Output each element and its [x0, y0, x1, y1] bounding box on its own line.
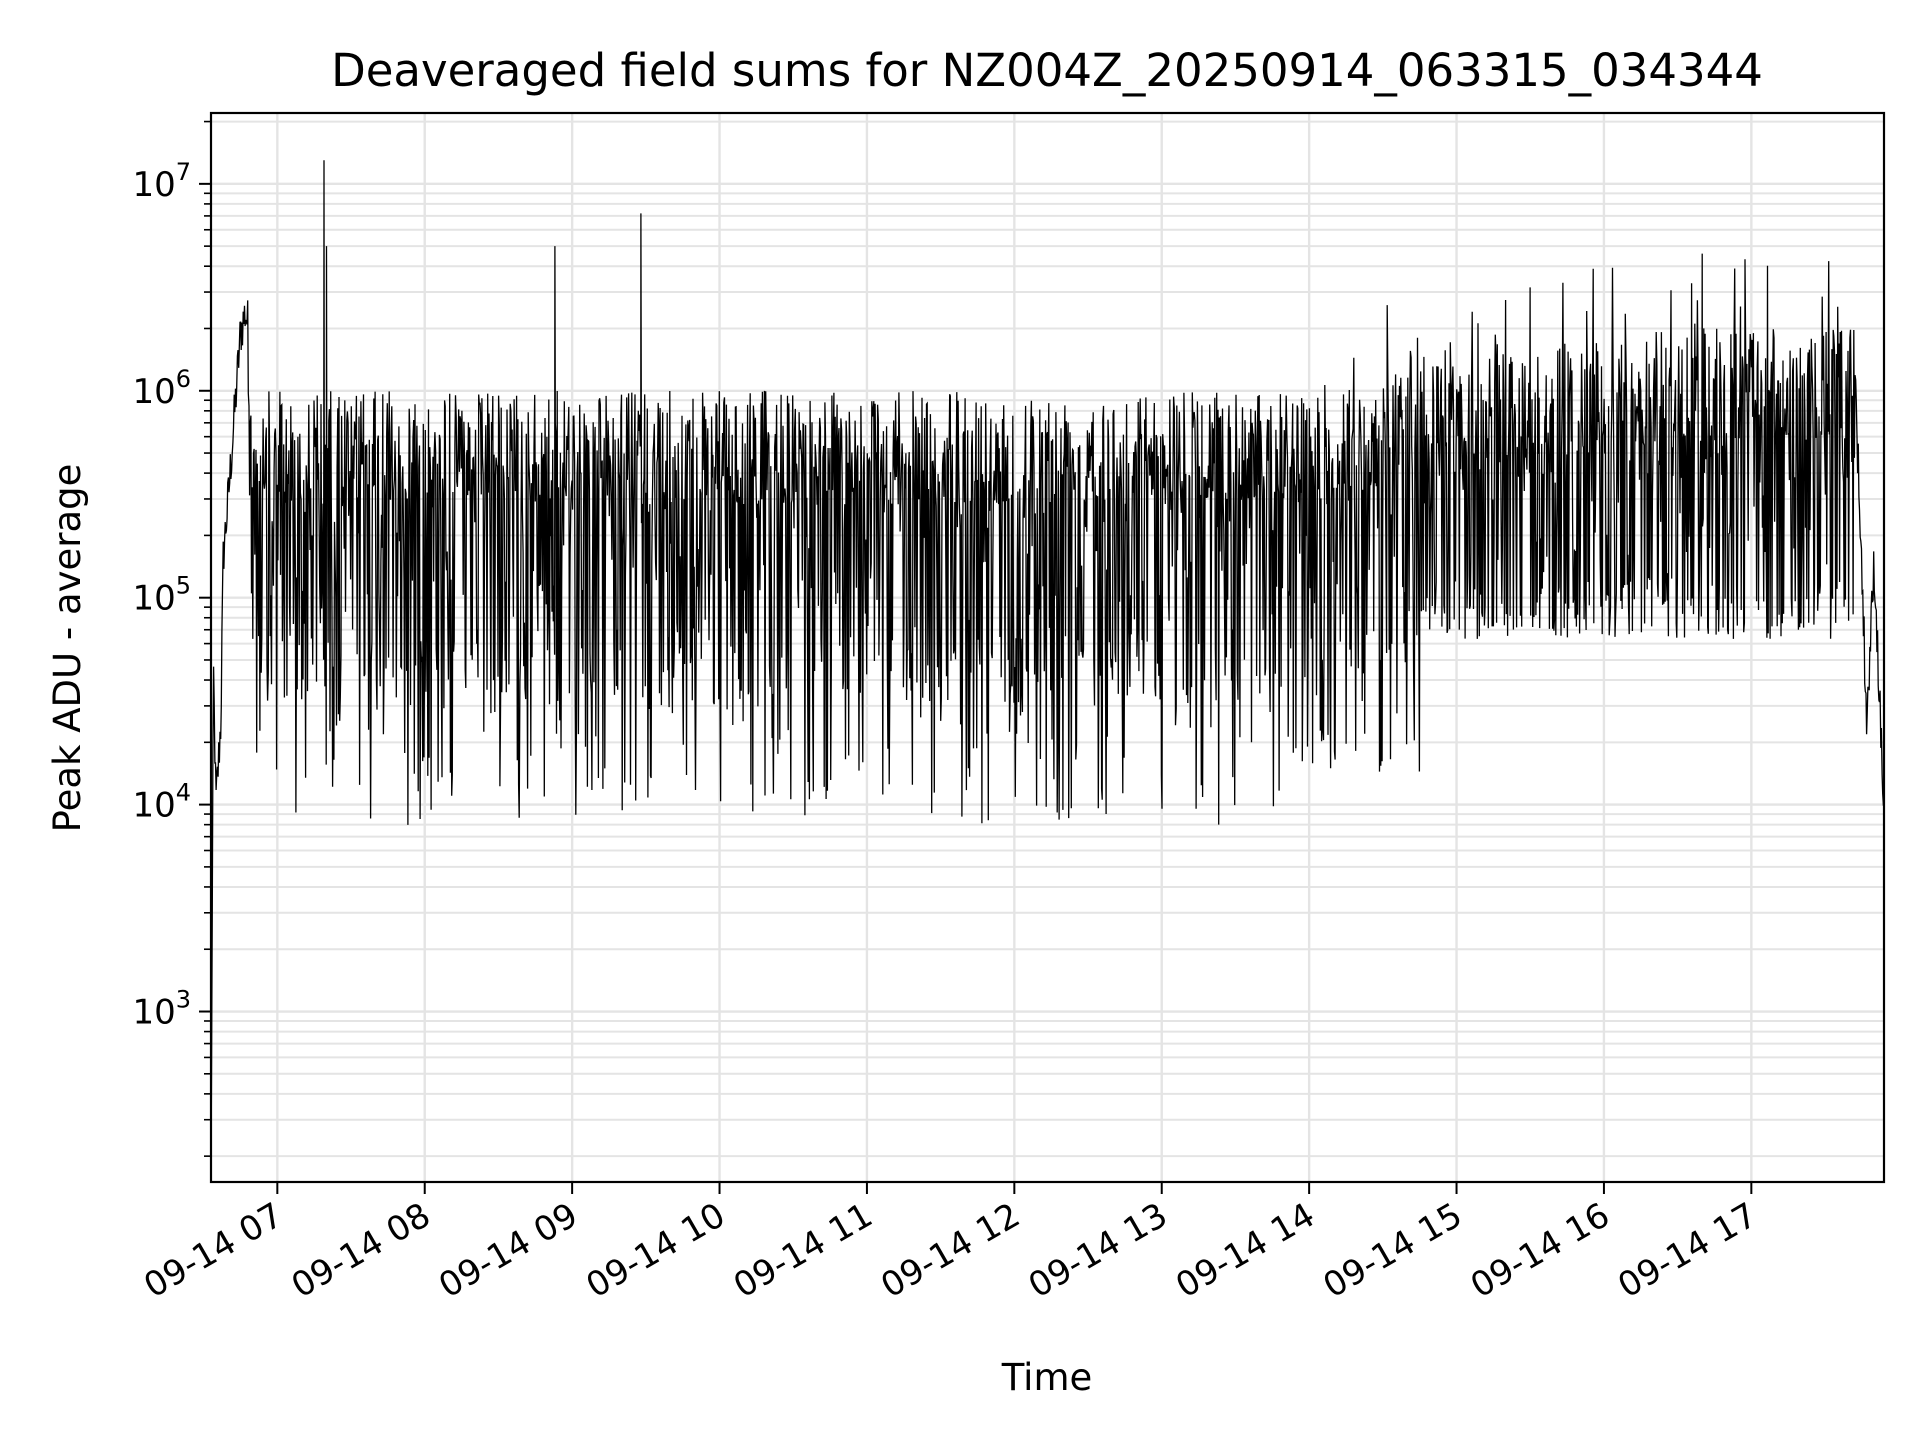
y-axis: 103 104 105 106 107 — [132, 120, 211, 1157]
y-tick-label: 104 — [132, 779, 191, 826]
y-tick-label: 106 — [132, 365, 191, 412]
y-tick-label: 105 — [132, 572, 191, 619]
x-axis-label: Time — [1001, 1356, 1093, 1399]
data-series — [210, 160, 1885, 1175]
plot-frame — [209, 111, 1886, 1184]
y-tick-label: 107 — [132, 158, 191, 205]
grid — [211, 113, 1884, 1182]
y-tick-label: 103 — [132, 986, 191, 1033]
chart-title: Deaveraged field sums for NZ004Z_2025091… — [331, 44, 1763, 97]
series-line — [210, 160, 1885, 1175]
y-axis-label: Peak ADU - average — [46, 464, 89, 833]
